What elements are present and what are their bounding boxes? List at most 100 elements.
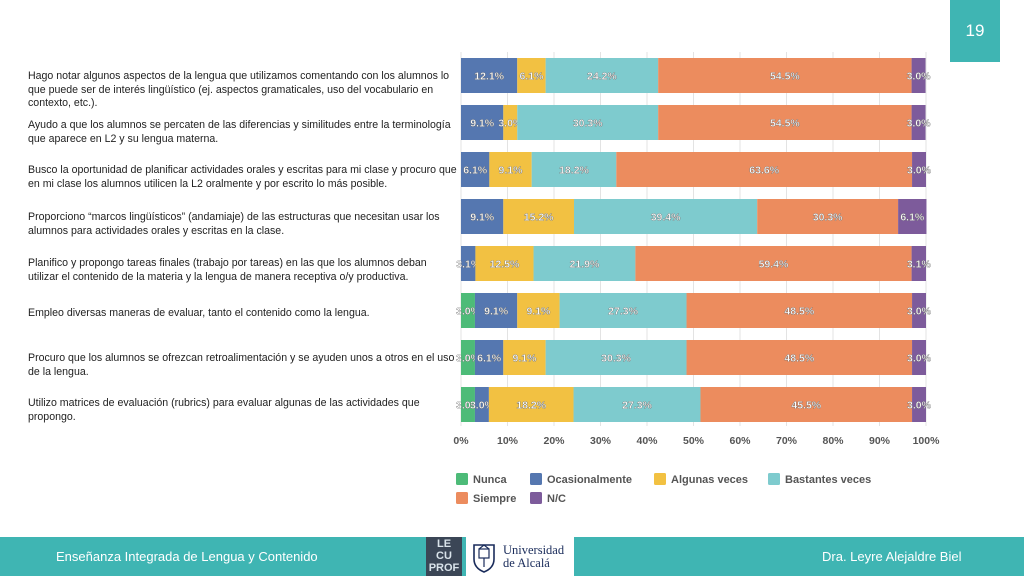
lecu-logo-line: PROF (428, 562, 460, 574)
bar-segment (912, 152, 926, 187)
data-label: 27.3% (608, 306, 638, 318)
statement-4: Proporciono “marcos lingüísticos” (andam… (28, 211, 440, 237)
legend-label: N/C (547, 493, 566, 505)
legend-label: Siempre (473, 493, 516, 505)
data-label: 9.1% (470, 118, 495, 130)
data-label: 3.0% (907, 165, 932, 177)
bar-segment (517, 105, 659, 140)
stacked-bar-chart: 12.1% 6.1% 24.2% 54.5% 3.0%9.1% 3.0% 30.3% 54.5… (453, 52, 941, 505)
x-tick-label: 0% (453, 435, 469, 447)
statement-8: Utilizo matrices de evaluación (rubrics)… (28, 397, 420, 423)
bar-segment (545, 340, 687, 375)
bar-segment (898, 199, 927, 234)
bar-segment (488, 387, 574, 422)
data-label: 3.0% (470, 400, 495, 412)
bar-segment (573, 387, 701, 422)
bar-segment (686, 293, 913, 328)
data-label: 3.0% (456, 353, 481, 365)
bar-segment (503, 199, 574, 234)
data-label: 45.5% (791, 400, 821, 412)
statement-7: Procuro que los alumnos se ofrezcan retr… (28, 352, 455, 378)
bar-segment (911, 246, 926, 281)
data-label: 3.1% (456, 259, 481, 271)
bar-segment (912, 293, 926, 328)
bar-segment (545, 58, 659, 93)
data-label: 54.5% (770, 118, 800, 130)
bar-segment (461, 246, 476, 281)
data-label: 12.1% (474, 71, 504, 83)
university-crest-icon (473, 543, 495, 573)
x-tick-label: 40% (636, 435, 658, 447)
footer-course-title: Enseñanza Integrada de Lengua y Contenid… (56, 549, 318, 564)
data-label: 9.1% (526, 306, 551, 318)
bar-segment (461, 152, 490, 187)
data-label: 6.1% (477, 353, 502, 365)
legend-swatch (456, 473, 468, 485)
data-label: 9.1% (484, 306, 509, 318)
data-label: 3.0% (498, 118, 523, 130)
bar-segment (461, 58, 518, 93)
bar-segment (559, 293, 687, 328)
legend-swatch (768, 473, 780, 485)
bar-segment (461, 105, 504, 140)
bar-segment (461, 199, 504, 234)
data-label: 9.1% (513, 353, 538, 365)
data-label: 24.2% (587, 71, 617, 83)
data-label: 3.1% (907, 259, 932, 271)
bar-segment (533, 246, 636, 281)
x-tick-label: 30% (590, 435, 612, 447)
lecu-logo-line: CU (436, 550, 452, 562)
bar-segment (573, 199, 758, 234)
university-logo: Universidad de Alcalá (466, 537, 574, 576)
bar-segment (503, 105, 518, 140)
x-tick-label: 70% (776, 435, 798, 447)
statement-2: Ayudo a que los alumnos se percaten de l… (28, 119, 451, 145)
bar-segment (635, 246, 912, 281)
statement-3: Busco la oportunidad de planificar activ… (28, 164, 457, 190)
statement-5: Planifico y propongo tareas finales (tra… (28, 257, 427, 283)
lecu-logo: LE CU PROF (426, 537, 462, 576)
data-label: 12.5% (490, 259, 520, 271)
data-label: 54.5% (770, 71, 800, 83)
legend-label: Algunas veces (671, 474, 748, 486)
bar-segment (503, 340, 546, 375)
data-label: 3.0% (456, 306, 481, 318)
x-tick-label: 20% (543, 435, 565, 447)
bar-segment (658, 58, 912, 93)
data-label: 6.1% (463, 165, 488, 177)
page-number-badge: 19 (950, 0, 1000, 62)
data-label: 48.5% (784, 353, 814, 365)
data-label: 48.5% (784, 306, 814, 318)
bar-segment (474, 293, 518, 328)
data-label: 3.0% (907, 353, 932, 365)
bar-segment (461, 293, 475, 328)
data-label: 18.2% (516, 400, 546, 412)
bar-segment (474, 387, 489, 422)
bar-segment (912, 387, 926, 422)
data-label: 18.2% (559, 165, 589, 177)
university-name-line1: Universidad (503, 542, 565, 557)
bar-segment (517, 58, 546, 93)
lecu-logo-line: LE (436, 538, 452, 550)
bar-segment (686, 340, 913, 375)
data-label: 30.3% (601, 353, 631, 365)
data-label: 9.1% (470, 212, 495, 224)
statement-1: Hago notar algunos aspectos de la lengua… (28, 70, 450, 110)
bar-segment (911, 58, 926, 93)
bar-segment (700, 387, 913, 422)
legend-swatch (530, 492, 542, 504)
bar-segment (474, 340, 504, 375)
footer-bar: Enseñanza Integrada de Lengua y Contenid… (0, 537, 1024, 576)
x-tick-label: 80% (822, 435, 844, 447)
bar-segment (461, 340, 475, 375)
data-label: 9.1% (499, 165, 524, 177)
university-name-line2: de Alcalá (503, 555, 550, 570)
bar-segment (531, 152, 617, 187)
data-label: 59.4% (759, 259, 789, 271)
data-label: 6.1% (519, 71, 544, 83)
bar-segment (911, 105, 926, 140)
bar-segment (461, 387, 475, 422)
data-label: 63.6% (749, 165, 779, 177)
x-tick-label: 100% (913, 435, 941, 447)
data-label: 3.0% (907, 71, 932, 83)
